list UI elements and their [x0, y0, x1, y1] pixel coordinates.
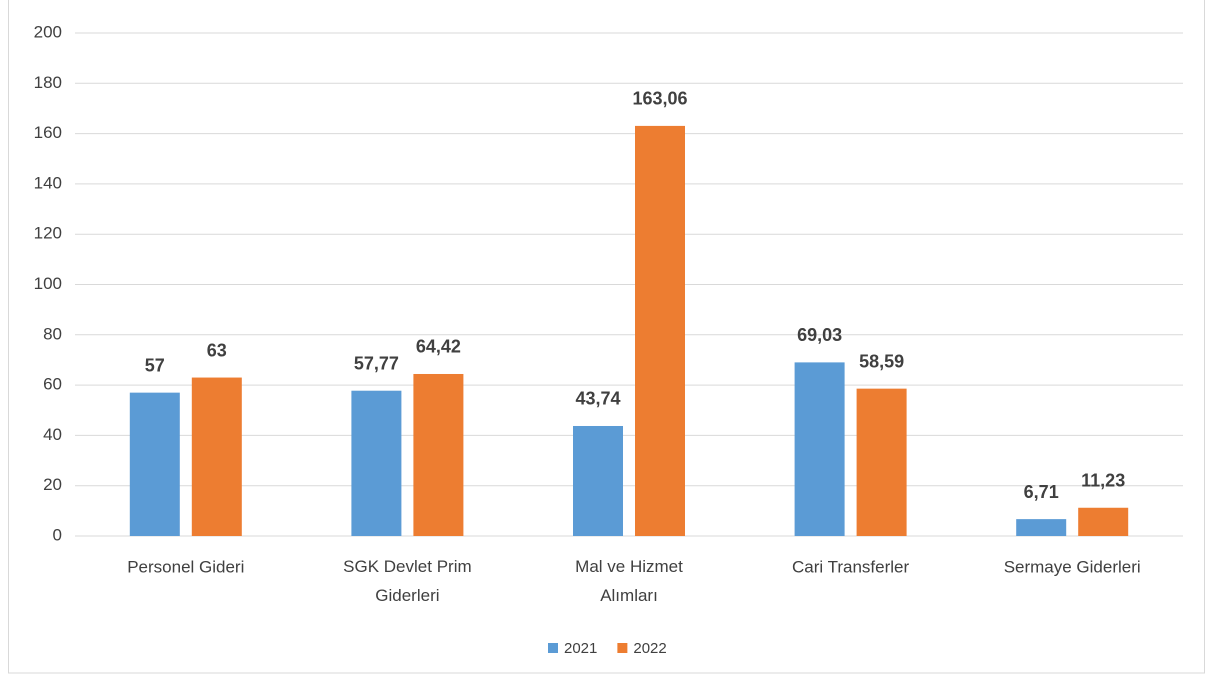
legend-label: 2022: [633, 640, 666, 657]
data-label: 63: [207, 340, 227, 360]
data-label: 69,03: [797, 325, 842, 345]
bar: [351, 390, 402, 536]
x-tick-label: SGK Devlet Prim Giderleri: [343, 557, 471, 605]
data-label: 6,71: [1024, 482, 1059, 502]
bar: [413, 373, 464, 536]
y-tick-label: 200: [34, 22, 62, 41]
bar: [1078, 507, 1129, 536]
data-label: 58,59: [859, 351, 904, 371]
y-tick-label: 140: [34, 173, 62, 192]
x-tick-label: Sermaye Giderleri: [1004, 557, 1141, 576]
legend-swatch: [617, 643, 628, 653]
bar: [635, 125, 685, 536]
x-tick-label: Mal ve Hizmet Alımları: [575, 557, 683, 605]
data-label: 163,06: [632, 89, 687, 109]
y-tick-label: 100: [34, 274, 62, 293]
data-label: 57: [145, 355, 165, 375]
y-tick-label: 0: [53, 525, 62, 544]
bar: [191, 377, 242, 536]
data-label: 57,77: [354, 353, 399, 373]
y-tick-label: 180: [34, 73, 62, 92]
y-tick-label: 40: [43, 425, 62, 444]
legend-swatch: [548, 643, 558, 653]
bar: [794, 362, 845, 536]
y-tick-label: 80: [43, 324, 62, 343]
y-tick-label: 120: [34, 224, 62, 243]
x-tick-label: Cari Transferler: [792, 557, 909, 576]
y-tick-label: 160: [34, 123, 62, 142]
y-tick-label: 60: [43, 375, 62, 394]
x-tick-label: Personel Gideri: [127, 557, 244, 576]
bar: [856, 388, 907, 536]
data-label: 11,23: [1081, 471, 1125, 491]
y-tick-label: 20: [43, 475, 62, 494]
bar: [129, 392, 180, 536]
bar: [573, 425, 623, 536]
chart-frame: [8, 0, 1205, 674]
legend-label: 2021: [564, 640, 597, 657]
data-label: 64,42: [416, 337, 461, 357]
bar: [1016, 519, 1067, 536]
data-label: 43,74: [575, 389, 620, 409]
